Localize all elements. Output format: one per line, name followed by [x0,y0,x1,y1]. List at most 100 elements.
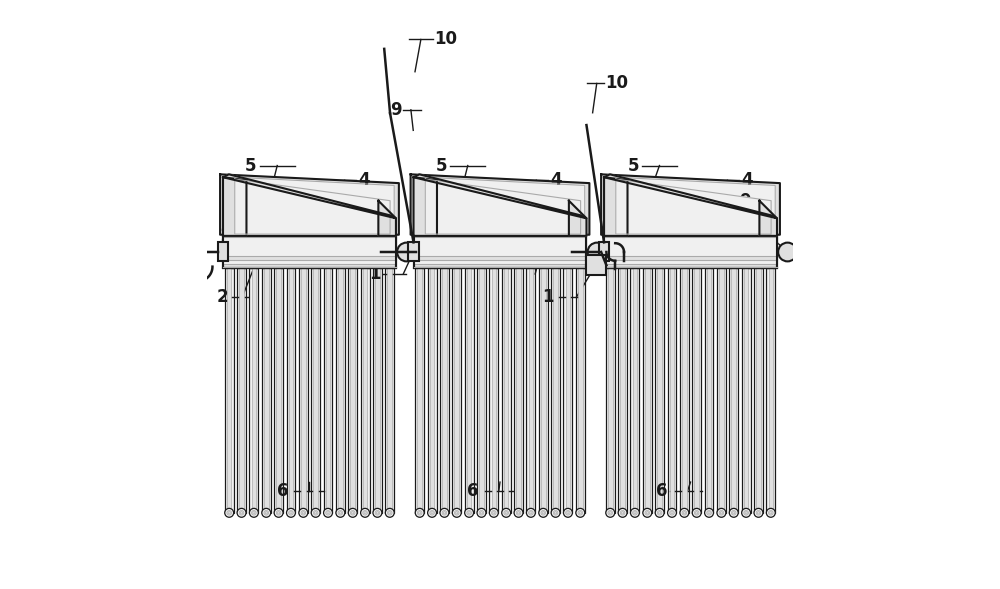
Circle shape [239,511,244,515]
Polygon shape [223,174,396,219]
Text: 1: 1 [369,265,381,283]
Bar [223,237,396,260]
Text: 8: 8 [469,227,481,245]
Bar [361,268,370,513]
Circle shape [467,511,471,515]
Bar [227,268,231,513]
Circle shape [387,511,392,515]
Text: 8: 8 [742,227,753,245]
Text: 9: 9 [739,191,750,210]
Polygon shape [601,174,780,234]
Bar [620,268,625,513]
Circle shape [766,508,775,517]
Circle shape [262,508,271,517]
Bar [225,268,234,513]
Circle shape [311,508,320,517]
Bar [682,268,687,513]
Circle shape [350,511,355,515]
Bar [465,268,474,513]
Text: 4: 4 [358,171,370,189]
Bar [375,268,380,513]
Circle shape [264,511,269,515]
Bar [287,268,295,513]
Polygon shape [414,177,437,236]
Circle shape [313,511,318,515]
Circle shape [670,511,674,515]
Circle shape [385,508,394,517]
Bar [223,236,396,264]
Bar [604,237,777,256]
Bar [717,268,726,513]
Bar [657,268,662,513]
Circle shape [539,508,548,517]
Bar [479,268,484,513]
Bar [563,268,572,513]
Bar [274,268,283,513]
Circle shape [516,511,521,515]
Circle shape [479,511,484,515]
Bar [417,268,422,513]
Bar [655,268,664,513]
Bar [385,268,394,513]
Text: 1: 1 [219,227,230,245]
Bar [324,268,332,513]
Text: 5: 5 [627,157,639,174]
Bar [566,268,570,513]
Circle shape [397,243,416,262]
Circle shape [428,508,437,517]
Circle shape [620,511,625,515]
Circle shape [566,511,570,515]
Bar [237,268,246,513]
Circle shape [655,508,664,517]
Bar [336,268,345,513]
Bar [249,268,258,513]
Circle shape [249,508,258,517]
Circle shape [452,508,461,517]
Bar [428,268,437,513]
Circle shape [430,511,434,515]
Bar [576,268,585,513]
Bar [492,268,496,513]
Polygon shape [235,179,390,234]
Bar [504,268,508,513]
Circle shape [645,511,650,515]
Circle shape [363,511,367,515]
Bar [586,255,606,276]
Text: 10: 10 [606,74,629,92]
Bar [454,268,459,513]
Bar [719,268,724,513]
Bar [551,268,560,513]
Circle shape [692,508,701,517]
Polygon shape [616,179,771,234]
Bar [223,237,396,256]
Bar [262,268,271,513]
Bar [252,268,256,513]
Text: 3: 3 [655,197,666,216]
Circle shape [440,508,449,517]
Circle shape [630,508,639,517]
Circle shape [348,508,357,517]
Circle shape [742,508,751,517]
Text: 2: 2 [217,289,229,306]
Circle shape [643,508,652,517]
Text: 9: 9 [516,247,528,266]
Circle shape [237,508,246,517]
Bar [442,268,447,513]
Bar [526,268,535,513]
Bar [326,268,330,513]
Bar [680,268,689,513]
Circle shape [454,511,459,515]
Bar [705,268,713,513]
Bar [311,268,320,513]
Text: 4: 4 [550,171,561,189]
Bar [729,268,738,513]
Circle shape [336,508,345,517]
Bar [338,268,343,513]
Circle shape [338,511,343,515]
Circle shape [578,511,583,515]
Text: 10: 10 [434,31,457,48]
Bar [387,268,392,513]
Bar [643,268,652,513]
Circle shape [769,511,773,515]
Bar [529,268,533,513]
